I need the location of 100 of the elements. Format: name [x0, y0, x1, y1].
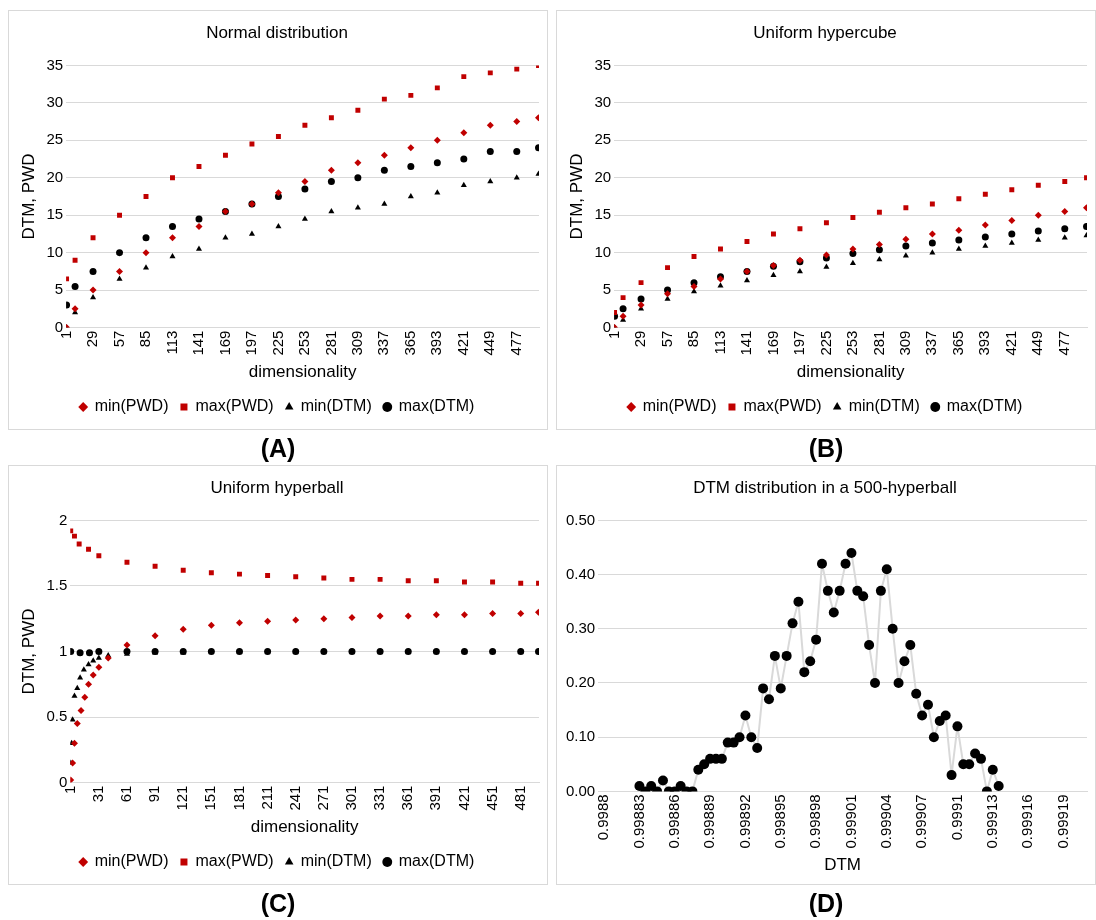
x-tick-label: 301 [342, 785, 360, 811]
legend-label: max(PWD) [743, 397, 822, 415]
x-tick-label: 197 [790, 330, 808, 356]
x-tick-label: 0.99913 [982, 794, 1000, 849]
y-tick-label: 0.00 [565, 781, 596, 799]
x-tick-label: 57 [109, 330, 127, 348]
x-axis-title: dimensionality [248, 362, 357, 382]
x-tick-label: 169 [763, 330, 781, 356]
y-axis-title: DTM, PWD [566, 153, 586, 240]
y-tick-label: 10 [594, 242, 612, 260]
x-tick-label: 421 [453, 330, 471, 356]
chart-title: DTM distribution in a 500-hyperball [693, 477, 957, 497]
x-tick-label: 225 [816, 330, 834, 356]
y-axis-title: DTM, PWD [18, 608, 38, 695]
text: (C) [259, 888, 297, 919]
y-tick-label: 30 [46, 92, 64, 110]
y-tick-label: 30 [594, 92, 612, 110]
x-tick-label: 85 [684, 330, 702, 348]
x-tick-label: 0.99898 [806, 794, 824, 849]
y-tick-label: 15 [594, 205, 612, 223]
legend-label: max(DTM) [946, 397, 1023, 415]
chart-title: Normal distribution [206, 22, 348, 42]
y-axis-title: DTM, PWD [18, 153, 38, 240]
x-tick-label: 0.99889 [700, 794, 718, 849]
x-axis-title: DTM [824, 855, 862, 875]
x-tick-label: 241 [285, 785, 303, 811]
y-tick-label: 0.50 [565, 510, 596, 528]
legend-label: min(PWD) [94, 397, 169, 415]
x-tick-label: 393 [975, 330, 993, 356]
x-tick-label: 253 [295, 330, 313, 356]
chart-title: Uniform hyperball [210, 477, 344, 497]
x-tick-label: 477 [1054, 330, 1072, 356]
x-tick-label: 477 [506, 330, 524, 356]
x-tick-label: 253 [843, 330, 861, 356]
x-tick-label: 0.99892 [735, 794, 753, 849]
x-axis-title: dimensionality [250, 817, 359, 837]
x-tick-label: 309 [348, 330, 366, 356]
y-tick-label: 25 [46, 130, 64, 148]
x-tick-label: 121 [173, 785, 191, 811]
y-tick-label: 1 [58, 641, 68, 659]
x-tick-label: 0.99916 [1018, 794, 1036, 849]
y-tick-label: 5 [54, 280, 64, 298]
legend-label: max(DTM) [398, 397, 475, 415]
y-tick-label: 2 [58, 510, 68, 528]
x-tick-label: 481 [510, 785, 528, 811]
y-tick-label: 0.30 [565, 618, 596, 636]
legend-label: max(PWD) [195, 397, 274, 415]
y-tick-label: 0.5 [46, 707, 68, 725]
x-tick-label: 141 [189, 330, 207, 356]
x-tick-label: 197 [242, 330, 260, 356]
x-tick-label: 309 [896, 330, 914, 356]
legend-label: min(DTM) [848, 397, 920, 415]
x-tick-label: 211 [257, 785, 275, 810]
x-tick-label: 31 [88, 785, 106, 803]
x-tick-label: 0.99904 [876, 794, 894, 849]
y-tick-label: 0.10 [565, 727, 596, 745]
legend-label: min(PWD) [94, 852, 169, 870]
x-tick-label: 281 [321, 330, 339, 356]
y-tick-label: 5 [602, 280, 612, 298]
x-tick-label: 85 [136, 330, 154, 348]
x-tick-label: 141 [737, 330, 755, 356]
x-tick-label: 449 [480, 330, 498, 356]
x-tick-label: 331 [370, 785, 388, 811]
legend-label: max(DTM) [398, 852, 475, 870]
text: (B) [807, 433, 845, 464]
y-tick-label: 0.20 [565, 673, 596, 691]
x-tick-label: 29 [83, 330, 101, 348]
x-axis-title: dimensionality [796, 362, 905, 382]
x-tick-label: 421 [454, 785, 472, 811]
x-tick-label: 0.99895 [770, 794, 788, 849]
x-tick-label: 0.99919 [1053, 794, 1071, 849]
x-tick-label: 113 [162, 330, 180, 355]
x-tick-label: 151 [201, 785, 219, 811]
x-tick-label: 0.99907 [912, 794, 930, 849]
x-tick-label: 61 [117, 785, 135, 803]
x-tick-label: 365 [948, 330, 966, 356]
y-tick-label: 0 [602, 317, 612, 335]
text: (D) [807, 888, 845, 919]
chart-title: Uniform hypercube [753, 22, 897, 42]
x-tick-label: 0.99901 [841, 794, 859, 849]
x-tick-label: 271 [313, 785, 331, 811]
x-tick-label: 361 [398, 785, 416, 811]
x-tick-label: 181 [229, 785, 247, 811]
y-tick-label: 10 [46, 242, 64, 260]
y-tick-label: 0.40 [565, 564, 596, 582]
y-tick-label: 35 [46, 55, 64, 73]
x-tick-label: 113 [710, 330, 728, 355]
x-tick-label: 169 [215, 330, 233, 356]
x-tick-label: 421 [1001, 330, 1019, 356]
legend-label: min(DTM) [300, 397, 372, 415]
y-tick-label: 0 [58, 772, 68, 790]
y-tick-label: 20 [594, 167, 612, 185]
y-tick-label: 25 [594, 130, 612, 148]
legend-label: min(DTM) [300, 852, 372, 870]
x-tick-label: 393 [427, 330, 445, 356]
legend-label: max(PWD) [195, 852, 274, 870]
y-tick-label: 0 [54, 317, 64, 335]
y-tick-label: 15 [46, 205, 64, 223]
x-tick-label: 0.99883 [629, 794, 647, 849]
y-tick-label: 1.5 [46, 576, 68, 594]
